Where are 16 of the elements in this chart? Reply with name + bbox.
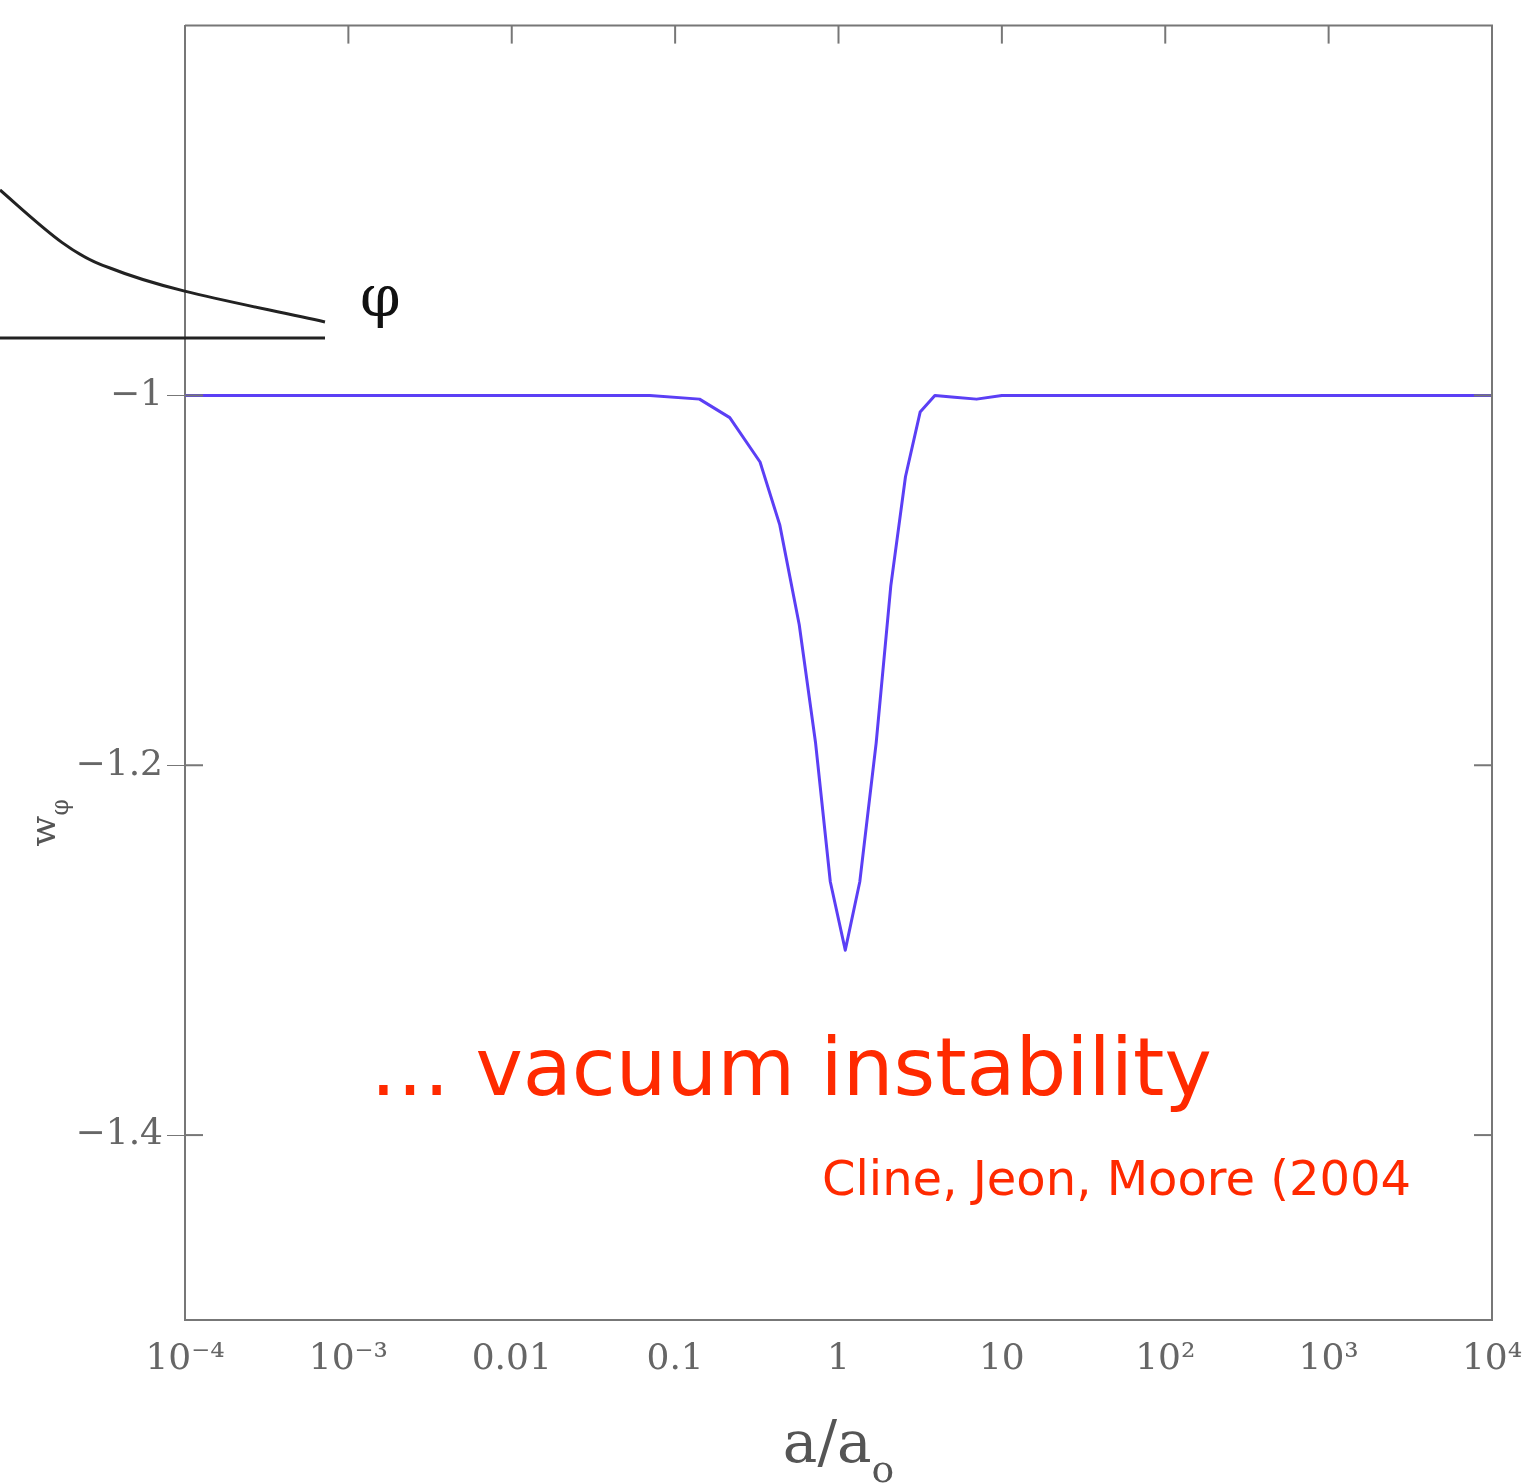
x-tick-label: 10	[978, 1335, 1025, 1377]
x-tick-label: 0.01	[471, 1335, 552, 1377]
annotation: Cline, Jeon, Moore (2004	[822, 1150, 1412, 1206]
annotation: φ	[360, 262, 401, 330]
x-tick-label: 1	[827, 1335, 850, 1377]
x-tick-label: 0.1	[646, 1335, 704, 1377]
y-axis-title: wφ	[22, 799, 74, 847]
x-tick-label: 10²	[1135, 1335, 1196, 1377]
y-tick-label: −1	[109, 371, 163, 413]
y-tick-label: −1.4	[75, 1111, 163, 1153]
x-tick-label: 10⁴	[1461, 1335, 1523, 1377]
x-tick-label: 10³	[1298, 1335, 1359, 1377]
x-tick-label: 10⁻³	[308, 1335, 388, 1377]
y-tick-label: −1.2	[75, 741, 163, 783]
annotation: … vacuum instability	[370, 1021, 1212, 1114]
x-tick-label: 10⁻⁴	[145, 1335, 225, 1377]
